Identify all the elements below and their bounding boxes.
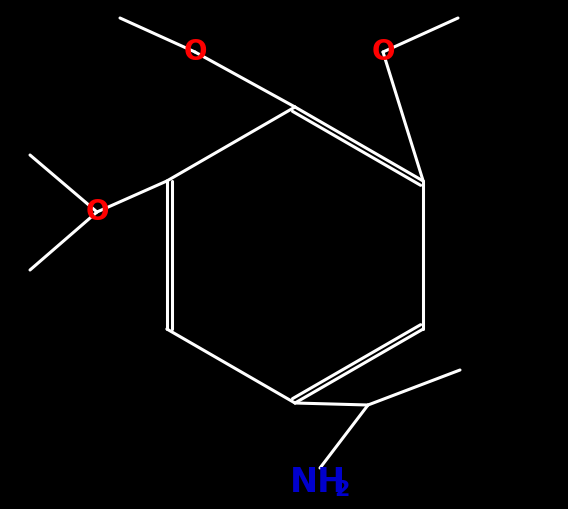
Text: O: O xyxy=(183,38,207,66)
Text: NH: NH xyxy=(290,466,346,498)
Text: O: O xyxy=(85,198,108,226)
Text: 2: 2 xyxy=(335,480,350,500)
Text: O: O xyxy=(371,38,395,66)
